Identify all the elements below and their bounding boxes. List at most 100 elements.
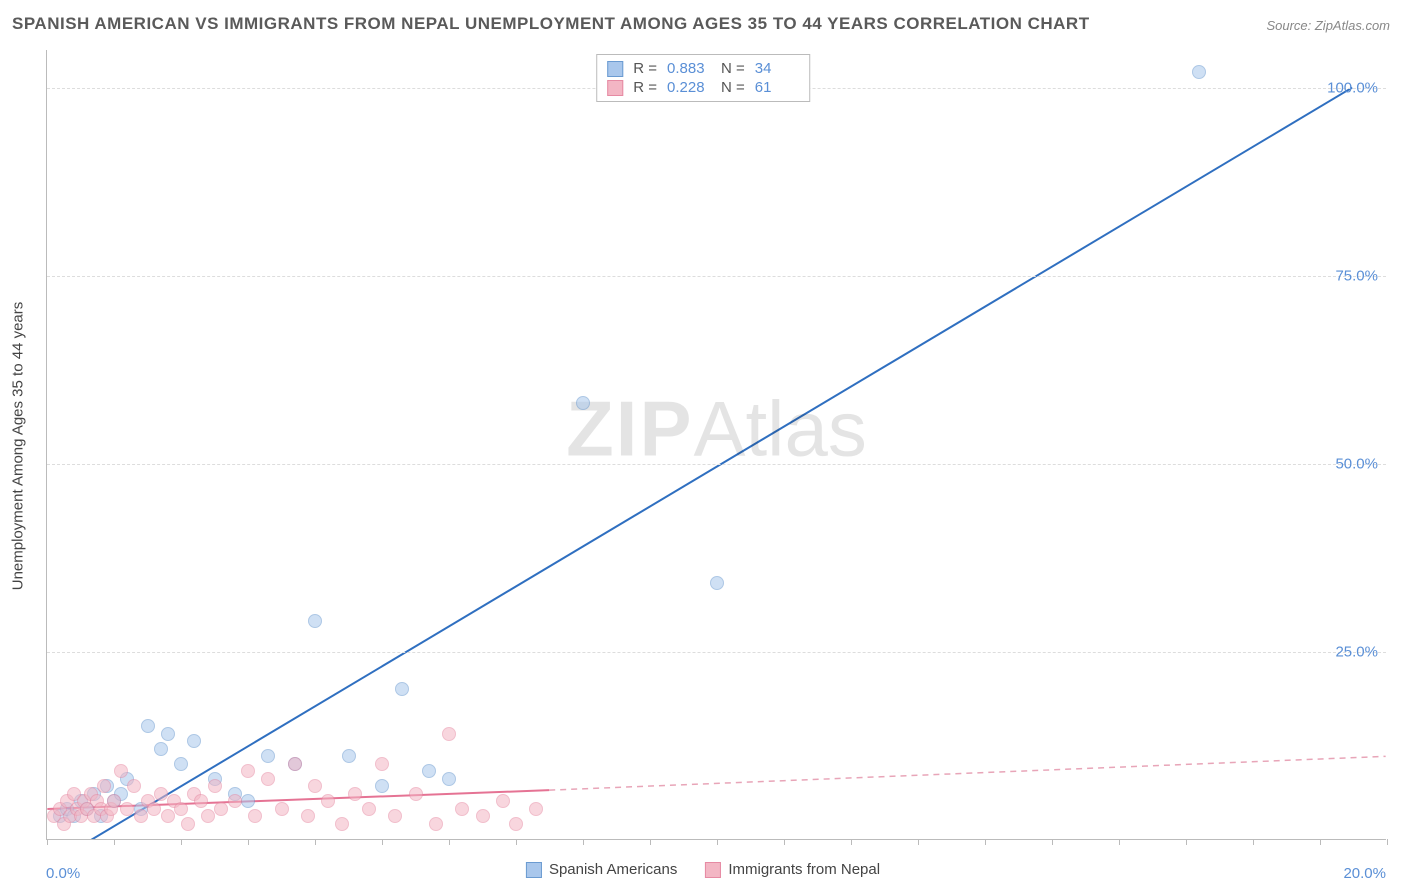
x-tick (985, 839, 986, 845)
scatter-point-spanish (154, 742, 168, 756)
scatter-point-nepal (134, 809, 148, 823)
scatter-point-nepal (496, 794, 510, 808)
trend-lines (47, 50, 1386, 839)
x-tick (1119, 839, 1120, 845)
n-label: N = (721, 60, 745, 77)
plot-area: ZIPAtlas 25.0% 50.0% 75.0% 100.0% (46, 50, 1386, 840)
scatter-point-nepal (194, 794, 208, 808)
x-tick (1186, 839, 1187, 845)
scatter-point-nepal (335, 817, 349, 831)
scatter-point-nepal (181, 817, 195, 831)
scatter-point-nepal (248, 809, 262, 823)
legend-item: Spanish Americans (526, 861, 677, 878)
scatter-point-nepal (348, 787, 362, 801)
watermark: ZIPAtlas (566, 383, 867, 474)
scatter-point-nepal (388, 809, 402, 823)
x-tick (1052, 839, 1053, 845)
scatter-point-nepal (114, 764, 128, 778)
y-tick-label: 25.0% (1335, 643, 1378, 660)
x-tick (315, 839, 316, 845)
scatter-point-nepal (455, 802, 469, 816)
grid-line (47, 276, 1386, 277)
r-label: R = (633, 79, 657, 96)
scatter-point-spanish (261, 749, 275, 763)
scatter-point-nepal (107, 794, 121, 808)
scatter-point-nepal (241, 764, 255, 778)
scatter-point-nepal (208, 779, 222, 793)
scatter-point-spanish (395, 682, 409, 696)
x-tick (1253, 839, 1254, 845)
scatter-point-nepal (301, 809, 315, 823)
scatter-point-spanish (161, 727, 175, 741)
legend-swatch (526, 862, 542, 878)
stats-row: R =0.228N =61 (607, 78, 799, 97)
x-tick (248, 839, 249, 845)
x-tick (717, 839, 718, 845)
scatter-point-nepal (429, 817, 443, 831)
x-tick (114, 839, 115, 845)
scatter-point-spanish (576, 396, 590, 410)
n-value: 61 (755, 79, 799, 96)
scatter-point-spanish (710, 576, 724, 590)
scatter-point-spanish (308, 614, 322, 628)
x-axis-max-label: 20.0% (1343, 865, 1386, 882)
legend-swatch (607, 61, 623, 77)
n-label: N = (721, 79, 745, 96)
scatter-point-nepal (275, 802, 289, 816)
scatter-point-spanish (422, 764, 436, 778)
y-tick-label: 50.0% (1335, 455, 1378, 472)
scatter-point-spanish (241, 794, 255, 808)
source-attribution: Source: ZipAtlas.com (1266, 18, 1390, 33)
scatter-point-nepal (308, 779, 322, 793)
x-tick (583, 839, 584, 845)
scatter-point-nepal (529, 802, 543, 816)
scatter-point-nepal (201, 809, 215, 823)
x-tick (918, 839, 919, 845)
trend-line (549, 756, 1385, 790)
scatter-point-nepal (97, 779, 111, 793)
y-tick-label: 100.0% (1327, 79, 1378, 96)
scatter-point-nepal (228, 794, 242, 808)
legend-item: Immigrants from Nepal (705, 861, 880, 878)
correlation-stats-box: R =0.883N =34R =0.228N =61 (596, 54, 810, 102)
scatter-point-spanish (1192, 65, 1206, 79)
scatter-point-nepal (161, 809, 175, 823)
grid-line (47, 464, 1386, 465)
x-tick (382, 839, 383, 845)
scatter-point-spanish (442, 772, 456, 786)
scatter-point-spanish (141, 719, 155, 733)
x-tick (650, 839, 651, 845)
x-axis-min-label: 0.0% (46, 865, 80, 882)
scatter-point-nepal (120, 802, 134, 816)
r-label: R = (633, 60, 657, 77)
scatter-point-spanish (375, 779, 389, 793)
grid-line (47, 652, 1386, 653)
scatter-point-nepal (127, 779, 141, 793)
legend-label: Immigrants from Nepal (728, 861, 880, 878)
y-tick-label: 75.0% (1335, 267, 1378, 284)
legend-swatch (705, 862, 721, 878)
scatter-point-nepal (409, 787, 423, 801)
r-value: 0.883 (667, 60, 711, 77)
scatter-point-nepal (154, 787, 168, 801)
x-tick (47, 839, 48, 845)
y-axis-title: Unemployment Among Ages 35 to 44 years (10, 302, 27, 591)
scatter-point-nepal (321, 794, 335, 808)
chart-title: SPANISH AMERICAN VS IMMIGRANTS FROM NEPA… (12, 14, 1090, 34)
legend-swatch (607, 80, 623, 96)
scatter-point-nepal (174, 802, 188, 816)
scatter-point-nepal (362, 802, 376, 816)
scatter-point-nepal (147, 802, 161, 816)
scatter-point-nepal (261, 772, 275, 786)
x-tick (516, 839, 517, 845)
scatter-point-spanish (174, 757, 188, 771)
series-legend: Spanish Americans Immigrants from Nepal (526, 861, 880, 878)
watermark-rest: Atlas (693, 384, 866, 472)
x-tick (784, 839, 785, 845)
scatter-point-spanish (187, 734, 201, 748)
scatter-point-nepal (288, 757, 302, 771)
scatter-point-nepal (476, 809, 490, 823)
x-tick (1387, 839, 1388, 845)
x-tick (449, 839, 450, 845)
legend-label: Spanish Americans (549, 861, 677, 878)
